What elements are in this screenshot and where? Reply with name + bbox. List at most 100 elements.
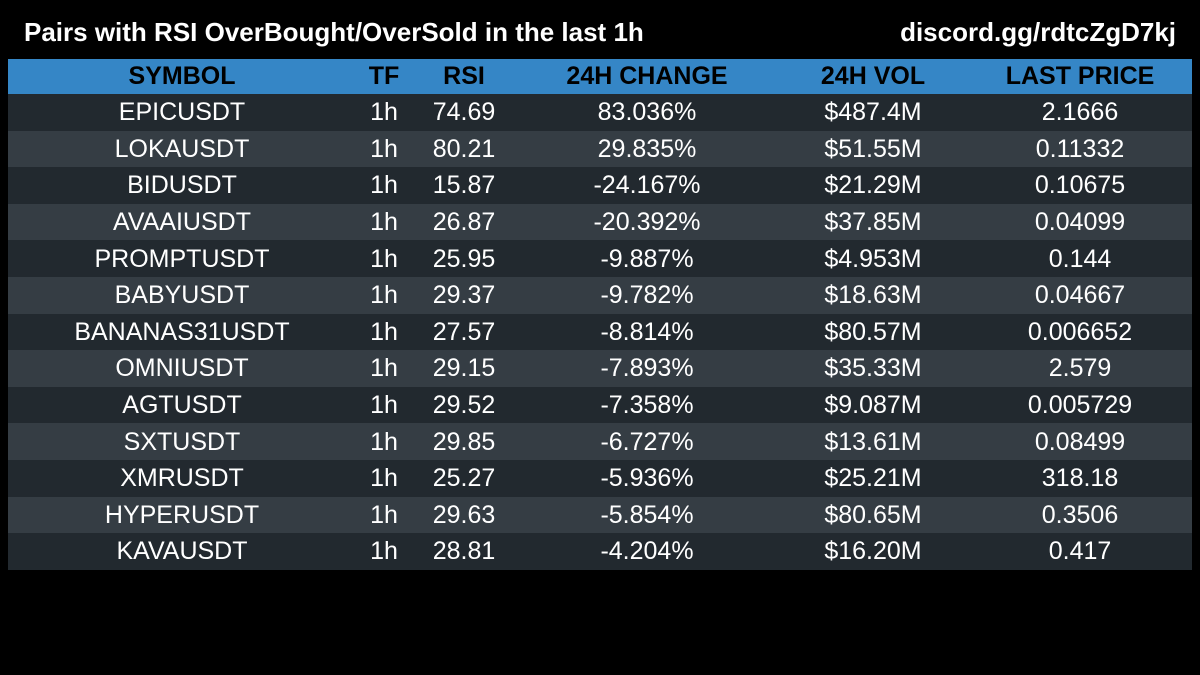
cell-rsi: 25.95 xyxy=(432,244,496,273)
cell-24h-change: -5.936% xyxy=(600,464,694,493)
cell-24h-vol: $51.55M xyxy=(824,134,922,163)
table-row: BIDUSDT 1h 15.87 -24.167% $21.29M 0.10675 xyxy=(8,167,1192,204)
cell-symbol: BIDUSDT xyxy=(127,171,237,200)
cell-rsi: 15.87 xyxy=(432,171,496,200)
cell-last-price: 0.08499 xyxy=(1034,427,1126,456)
cell-symbol: PROMPTUSDT xyxy=(94,244,270,273)
cell-24h-vol: $487.4M xyxy=(824,98,922,127)
cell-tf: 1h xyxy=(370,537,398,566)
column-header-rsi: RSI xyxy=(443,62,485,90)
cell-rsi: 25.27 xyxy=(432,464,496,493)
cell-symbol: HYPERUSDT xyxy=(104,500,260,529)
cell-symbol: BABYUSDT xyxy=(114,281,250,310)
table-row: AGTUSDT 1h 29.52 -7.358% $9.087M 0.005729 xyxy=(8,386,1192,424)
cell-symbol: KAVAUSDT xyxy=(116,537,248,566)
cell-symbol: OMNIUSDT xyxy=(115,354,249,383)
cell-last-price: 0.005729 xyxy=(1027,391,1133,420)
page-title: Pairs with RSI OverBought/OverSold in th… xyxy=(24,17,644,47)
cell-rsi: 26.87 xyxy=(432,208,496,237)
table-row: OMNIUSDT 1h 29.15 -7.893% $35.33M 2.579 xyxy=(8,350,1192,387)
table-row: EPICUSDT 1h 74.69 83.036% $487.4M 2.1666 xyxy=(8,94,1192,131)
cell-24h-vol: $25.21M xyxy=(824,464,922,493)
cell-24h-change: -24.167% xyxy=(593,171,701,200)
cell-symbol: EPICUSDT xyxy=(118,98,246,127)
cell-tf: 1h xyxy=(370,281,398,310)
cell-rsi: 80.21 xyxy=(432,134,496,163)
cell-tf: 1h xyxy=(370,208,398,237)
cell-24h-change: -20.392% xyxy=(593,208,701,237)
cell-rsi: 29.85 xyxy=(432,427,496,456)
cell-24h-vol: $37.85M xyxy=(824,208,922,237)
cell-rsi: 74.69 xyxy=(432,98,496,127)
cell-rsi: 29.37 xyxy=(432,281,496,310)
cell-last-price: 0.04667 xyxy=(1034,281,1126,310)
cell-symbol: AVAAIUSDT xyxy=(113,208,251,237)
table-row: PROMPTUSDT 1h 25.95 -9.887% $4.953M 0.144 xyxy=(8,240,1192,277)
cell-24h-vol: $21.29M xyxy=(824,171,922,200)
cell-symbol: BANANAS31USDT xyxy=(74,317,290,346)
cell-24h-change: -9.782% xyxy=(600,281,694,310)
table-row: XMRUSDT 1h 25.27 -5.936% $25.21M 318.18 xyxy=(8,459,1192,497)
cell-24h-change: -7.893% xyxy=(600,354,694,383)
cell-24h-vol: $16.20M xyxy=(824,537,922,566)
cell-24h-change: -5.854% xyxy=(600,500,694,529)
table-header-row: SYMBOL TF RSI 24H CHANGE 24H VOL LAST PR… xyxy=(8,59,1192,94)
cell-last-price: 0.144 xyxy=(1048,244,1112,273)
cell-tf: 1h xyxy=(370,171,398,200)
column-header-24h-change: 24H CHANGE xyxy=(566,62,728,90)
table-body: EPICUSDT 1h 74.69 83.036% $487.4M 2.1666 LOKAU… xyxy=(8,94,1192,570)
table-row: KAVAUSDT 1h 28.81 -4.204% $16.20M 0.417 xyxy=(8,533,1192,570)
cell-tf: 1h xyxy=(370,464,398,493)
table-row: SXTUSDT 1h 29.85 -6.727% $13.61M 0.08499 xyxy=(8,423,1192,460)
cell-rsi: 28.81 xyxy=(432,537,496,566)
cell-tf: 1h xyxy=(370,134,398,163)
table-row: BANANAS31USDT 1h 27.57 -8.814% $80.57M 0.0066… xyxy=(8,313,1192,351)
cell-24h-vol: $13.61M xyxy=(824,427,922,456)
rsi-table-container: SYMBOL TF RSI 24H CHANGE 24H VOL LAST PR… xyxy=(8,59,1192,570)
table-row: LOKAUSDT 1h 80.21 29.835% $51.55M 0.11332 xyxy=(8,130,1192,168)
cell-tf: 1h xyxy=(370,317,398,346)
cell-24h-change: -6.727% xyxy=(600,427,694,456)
cell-rsi: 29.15 xyxy=(432,354,496,383)
cell-tf: 1h xyxy=(370,98,398,127)
cell-24h-change: 83.036% xyxy=(597,98,697,127)
cell-24h-vol: $80.57M xyxy=(824,317,922,346)
cell-24h-change: -4.204% xyxy=(600,537,694,566)
title-bar: Pairs with RSI OverBought/OverSold in th… xyxy=(0,0,1200,60)
cell-24h-change: -9.887% xyxy=(600,244,694,273)
cell-24h-change: -7.358% xyxy=(600,391,694,420)
cell-symbol: AGTUSDT xyxy=(122,391,242,420)
cell-last-price: 0.006652 xyxy=(1027,317,1133,346)
cell-rsi: 27.57 xyxy=(432,317,496,346)
cell-last-price: 0.417 xyxy=(1048,537,1112,566)
cell-tf: 1h xyxy=(370,354,398,383)
cell-last-price: 2.1666 xyxy=(1041,98,1119,127)
cell-last-price: 0.11332 xyxy=(1035,134,1125,163)
column-header-symbol: SYMBOL xyxy=(128,62,236,90)
cell-24h-vol: $4.953M xyxy=(824,244,922,273)
cell-symbol: LOKAUSDT xyxy=(114,134,250,163)
cell-rsi: 29.63 xyxy=(432,500,496,529)
cell-last-price: 2.579 xyxy=(1048,354,1112,383)
cell-24h-vol: $9.087M xyxy=(824,391,922,420)
table-row: BABYUSDT 1h 29.37 -9.782% $18.63M 0.04667 xyxy=(8,276,1192,314)
cell-last-price: 0.3506 xyxy=(1041,500,1119,529)
cell-24h-vol: $35.33M xyxy=(824,354,922,383)
column-header-tf: TF xyxy=(368,62,400,90)
cell-rsi: 29.52 xyxy=(432,391,496,420)
rsi-table: SYMBOL TF RSI 24H CHANGE 24H VOL LAST PR… xyxy=(8,59,1192,570)
table-row: HYPERUSDT 1h 29.63 -5.854% $80.65M 0.3506 xyxy=(8,496,1192,534)
cell-last-price: 318.18 xyxy=(1041,464,1119,493)
cell-24h-vol: $18.63M xyxy=(824,281,922,310)
cell-24h-vol: $80.65M xyxy=(824,500,922,529)
column-header-last-price: LAST PRICE xyxy=(1005,62,1155,90)
cell-24h-change: -8.814% xyxy=(600,317,694,346)
discord-link[interactable]: discord.gg/rdtcZgD7kj xyxy=(900,17,1176,47)
cell-last-price: 0.10675 xyxy=(1034,171,1126,200)
cell-symbol: XMRUSDT xyxy=(120,464,244,493)
cell-tf: 1h xyxy=(370,391,398,420)
cell-24h-change: 29.835% xyxy=(597,134,697,163)
cell-tf: 1h xyxy=(370,427,398,456)
table-row: AVAAIUSDT 1h 26.87 -20.392% $37.85M 0.04099 xyxy=(8,203,1192,241)
